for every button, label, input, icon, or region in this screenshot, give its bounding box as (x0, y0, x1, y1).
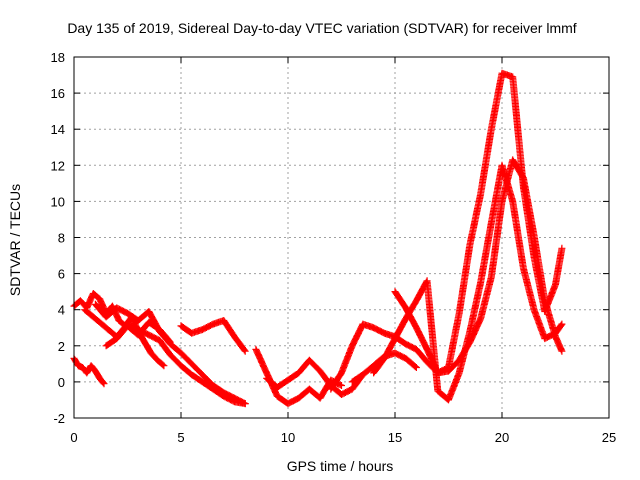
axis-ticks: 0 5 10 15 20 25 -2 0 2 4 6 8 10 12 14 16 18 (51, 50, 617, 445)
data-markers (370, 161, 566, 404)
x-tick-label: 20 (495, 430, 509, 445)
y-tick-label: 10 (51, 194, 65, 209)
y-tick-label: 12 (51, 158, 65, 173)
y-tick-label: 8 (58, 231, 65, 246)
y-tick-label: 6 (58, 267, 65, 282)
data-markers (70, 290, 168, 370)
x-tick-label: 0 (70, 430, 77, 445)
x-tick-label: 5 (177, 430, 184, 445)
data-series-arc-12 (391, 69, 566, 377)
data-series-arc-6 (177, 317, 249, 355)
data-markers (327, 156, 566, 393)
y-tick-label: 4 (58, 303, 65, 318)
y-tick-label: 14 (51, 122, 65, 137)
data-markers (177, 317, 249, 355)
data-series-arc-9 (327, 156, 566, 393)
data-series-arc-1 (70, 290, 168, 370)
x-axis-label: GPS time / hours (287, 458, 394, 474)
y-tick-label: 2 (58, 339, 65, 354)
y-tick-label: 16 (51, 86, 65, 101)
x-tick-label: 25 (602, 430, 616, 445)
data-markers (391, 69, 566, 377)
data-markers (102, 318, 174, 350)
chart-title: Day 135 of 2019, Sidereal Day-to-day VTE… (67, 20, 576, 36)
data-points (70, 69, 566, 408)
y-tick-label: 18 (51, 50, 65, 65)
data-series-arc-11 (370, 161, 566, 404)
data-markers (263, 356, 367, 398)
y-tick-label: 0 (58, 375, 65, 390)
data-series-arc-8 (263, 356, 367, 398)
x-tick-label: 10 (281, 430, 295, 445)
x-tick-label: 15 (388, 430, 402, 445)
y-tick-label: -2 (53, 411, 65, 426)
data-series-arc-5 (102, 318, 174, 350)
grid-lines (74, 57, 609, 418)
y-axis-label: SDTVAR / TECUs (7, 184, 23, 296)
